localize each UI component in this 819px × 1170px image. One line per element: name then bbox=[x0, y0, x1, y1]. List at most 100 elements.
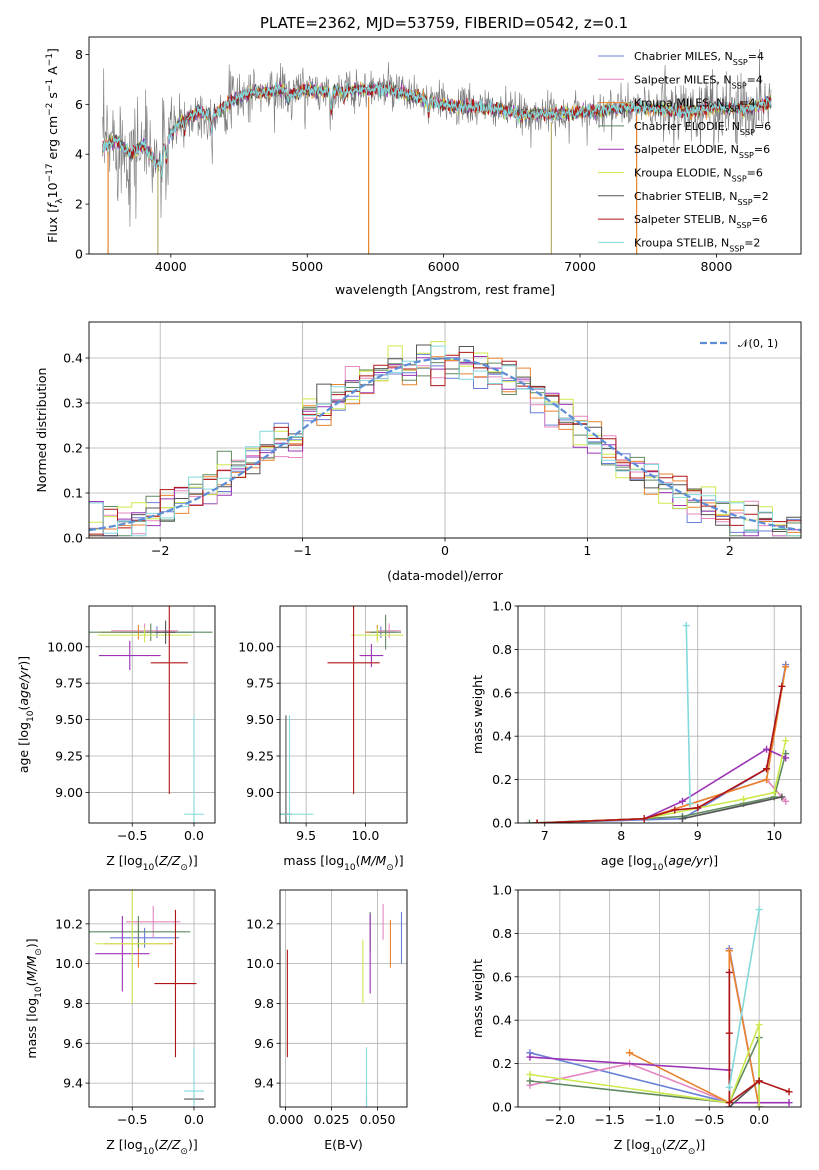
error-bar-point bbox=[89, 915, 191, 948]
y-tick-label: 8 bbox=[75, 47, 83, 62]
mass-weight-marker bbox=[755, 906, 763, 914]
mass-weight-marker bbox=[785, 1088, 793, 1096]
y-tick-label: 0.2 bbox=[63, 441, 83, 456]
y-tick-label: 9.6 bbox=[63, 1036, 83, 1051]
x-tick-label: 7 bbox=[541, 828, 549, 843]
legend-label: Chabrier MILES, NSSP=4 bbox=[634, 50, 764, 67]
mass-weight-line bbox=[728, 909, 760, 1088]
mass-weight-marker bbox=[678, 797, 686, 805]
y-tick-label: 9.75 bbox=[246, 676, 274, 691]
mass-weight-marker bbox=[671, 806, 679, 814]
legend-label: Kroupa ELODIE, NSSP=6 bbox=[634, 167, 763, 184]
plot-area bbox=[89, 606, 213, 823]
y-tick-label: 9.4 bbox=[254, 1076, 274, 1091]
y-tick-label: 1.0 bbox=[492, 883, 512, 898]
x-tick-label: 9 bbox=[694, 828, 702, 843]
panel-residuals: −2 −1 0 1 2 0.0 0.1 0.2 0.3 0.4 (data-model)/error… bbox=[34, 321, 802, 583]
legend: Chabrier MILES, NSSP=4 Salpeter MILES, NS… bbox=[598, 50, 771, 253]
error-bar-point bbox=[95, 915, 150, 992]
x-tick-label: 4000 bbox=[155, 259, 187, 274]
x-axis-label: wavelength [Angstrom, rest frame] bbox=[335, 282, 555, 297]
axes-frame bbox=[88, 36, 802, 255]
model-spectrum bbox=[102, 81, 772, 178]
y-tick-label: 9.4 bbox=[63, 1076, 83, 1091]
x-tick-label: 0 bbox=[441, 543, 449, 558]
y-tick-label: 0.8 bbox=[492, 642, 512, 657]
axes-frame bbox=[517, 605, 802, 824]
x-tick-label: 0.0 bbox=[749, 1112, 769, 1127]
legend-label: Salpeter ELODIE, NSSP=6 bbox=[634, 143, 770, 160]
x-tick-label: 0.000 bbox=[268, 1112, 304, 1127]
error-bar-point bbox=[184, 715, 204, 823]
error-bar-point bbox=[154, 909, 197, 1058]
axes-frame bbox=[279, 605, 408, 824]
x-tick-label: −1.0 bbox=[644, 1112, 674, 1127]
mass-weight-marker bbox=[763, 765, 771, 773]
mass-weight-marker bbox=[785, 1099, 793, 1107]
error-bar-point bbox=[280, 715, 314, 823]
y-tick-label: 9.00 bbox=[246, 785, 274, 800]
x-tick-label: −0.5 bbox=[117, 828, 147, 843]
y-tick-label: 9.8 bbox=[63, 996, 83, 1011]
mass-weight-marker bbox=[778, 793, 786, 801]
y-tick-label: 9.50 bbox=[55, 712, 83, 727]
y-tick-label: 4 bbox=[75, 147, 83, 162]
mass-weight-marker bbox=[626, 1049, 634, 1057]
x-tick-label: 0.025 bbox=[314, 1112, 350, 1127]
plot-area bbox=[525, 622, 790, 823]
mass-weight-marker bbox=[755, 1077, 763, 1085]
x-tick-label: 8000 bbox=[701, 259, 733, 274]
x-axis-label: mass [log10(M/M⊙)] bbox=[283, 853, 403, 873]
y-tick-label: 0.4 bbox=[492, 1013, 512, 1028]
x-tick-label: −1.5 bbox=[594, 1112, 624, 1127]
mass-weight-line bbox=[685, 625, 691, 804]
x-tick-label: 10.0 bbox=[352, 828, 380, 843]
x-tick-label: 7000 bbox=[564, 259, 596, 274]
error-bar-point bbox=[110, 927, 180, 948]
x-axis-label: Z [log10(Z/Z⊙)] bbox=[106, 1137, 197, 1157]
mass-weight-marker bbox=[770, 789, 778, 797]
y-tick-label: 0.6 bbox=[492, 969, 512, 984]
mass-weight-marker bbox=[526, 1070, 534, 1078]
mass-weight-marker bbox=[782, 737, 790, 745]
y-tick-label: 0.1 bbox=[63, 486, 83, 501]
y-tick-label: 0.8 bbox=[492, 926, 512, 941]
x-tick-label: −1 bbox=[293, 543, 311, 558]
error-bar-point bbox=[95, 890, 170, 1004]
error-bar-point bbox=[126, 905, 181, 938]
error-bar-point bbox=[327, 606, 380, 794]
x-axis-label: Z [log10(Z/Z⊙)] bbox=[106, 853, 197, 873]
x-axis-label: Z [log10(Z/Z⊙)] bbox=[614, 1137, 705, 1157]
y-tick-label: 0.6 bbox=[492, 685, 512, 700]
y-tick-label: 6 bbox=[75, 97, 83, 112]
error-bar-point bbox=[89, 623, 213, 641]
mass-weight-marker bbox=[686, 799, 694, 807]
panel-age_vs_Z: −0.5 0.0 9.00 9.25 9.50 9.75 10.00 Z [log10(Z/Z… bbox=[16, 605, 216, 873]
x-tick-label: 1 bbox=[583, 543, 591, 558]
x-tick-label: 5000 bbox=[291, 259, 323, 274]
y-tick-label: 10.0 bbox=[246, 956, 274, 971]
x-tick-label: 0.0 bbox=[184, 1112, 204, 1127]
x-axis-label: age [log10(age/yr)] bbox=[601, 853, 718, 873]
error-bar-point bbox=[98, 640, 161, 671]
axes-frame bbox=[88, 605, 216, 824]
residual-histogram bbox=[89, 345, 801, 537]
x-tick-label: −2 bbox=[151, 543, 169, 558]
residual-histogram bbox=[89, 351, 801, 535]
panel-age_vs_mass: 9.5 10.0 9.00 9.25 9.50 9.75 10.00 mass [log10(… bbox=[238, 605, 408, 873]
figure-title: PLATE=2362, MJD=53759, FIBERID=0542, z=0… bbox=[260, 14, 628, 32]
normal-curve bbox=[89, 357, 801, 532]
plot-area bbox=[89, 890, 204, 1107]
legend-label: 𝒩(0, 1) bbox=[738, 337, 778, 350]
legend-label: Kroupa STELIB, NSSP=2 bbox=[634, 236, 760, 253]
y-tick-label: 9.75 bbox=[55, 676, 83, 691]
panel-mass_vs_Z: −0.5 0.0 9.4 9.6 9.8 10.0 10.2 Z [log10(Z/Z⊙)] m… bbox=[24, 889, 216, 1157]
legend-label: Kroupa MILES, NSSP=4 bbox=[634, 97, 756, 114]
mass-weight-marker bbox=[763, 776, 771, 784]
mass-weight-line bbox=[529, 1024, 760, 1107]
panels: 4000 5000 6000 7000 8000 0 2 4 6 8 wavelength [Ang… bbox=[16, 36, 802, 1157]
y-tick-label: 0.4 bbox=[492, 729, 512, 744]
x-tick-label: −0.5 bbox=[694, 1112, 724, 1127]
y-tick-label: 10.0 bbox=[55, 956, 83, 971]
